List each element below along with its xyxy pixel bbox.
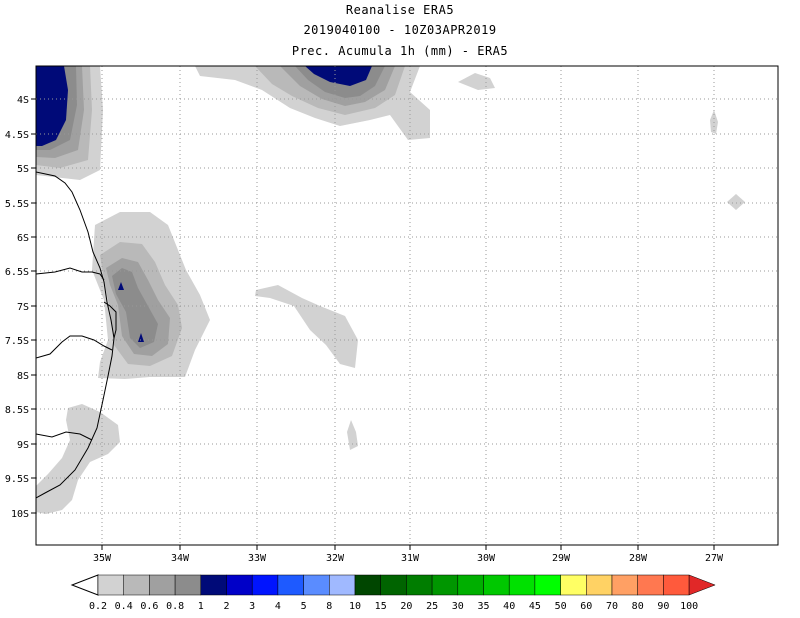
lat-label: 5S [17,164,29,175]
colorbar-label: 5 [301,601,307,612]
colorbar-segment [508,574,536,596]
precip-contour-0.2 [347,420,358,450]
lon-label: 29W [552,553,571,564]
lon-label: 34W [171,553,190,564]
colorbar-label: 70 [606,601,618,612]
lon-ticks [101,545,715,550]
colorbar-segment [483,574,510,596]
lat-ticks [31,98,36,514]
precip-contour-0.2 [255,285,358,368]
colorbar-under-arrow [70,574,99,596]
colorbar-label: 4 [275,601,281,612]
colorbar-label: 0.8 [166,601,184,612]
lon-label: 33W [248,553,267,564]
precip-contour-1 [118,282,124,290]
lat-label: 7S [17,302,29,313]
lon-label: 27W [705,553,724,564]
colorbar-segment [560,574,587,596]
colorbar-label: 40 [503,601,515,612]
colorbar-label: 30 [452,601,464,612]
colorbar-segment [277,574,304,596]
title-line-2: 2019040100 - 10Z03APR2019 [303,23,497,37]
colorbar-segment [174,574,202,596]
title-line-3: Prec. Acumula 1h (mm) - ERA5 [291,44,509,58]
lat-labels: 4S 4.5S 5S 5.5S 6S 6.5S 7S 7.5S 8S 8.5S … [5,95,29,520]
coastline [36,171,117,499]
colorbar-label: 0.6 [140,601,158,612]
colorbar-segment [97,574,124,596]
precip-contour-0.2 [36,404,120,514]
colorbar-segment [534,574,561,596]
colorbar-label: 50 [555,601,567,612]
colorbar-label: 1 [198,601,204,612]
colorbar-segment [637,574,664,596]
lat-label: 8.5S [5,405,29,416]
lat-label: 9.5S [5,474,29,485]
title-line-1: Reanalise ERA5 [345,3,455,17]
precip-contour-1 [138,333,144,342]
precip-contour-0.8 [112,268,158,348]
colorbar-segment [251,574,279,596]
colorbar-segment [406,574,433,596]
precip-contour-1 [36,66,68,146]
colorbar-segment [457,574,484,596]
colorbar-segment [303,574,330,596]
colorbar-label: 100 [680,601,698,612]
lat-label: 10S [11,509,29,520]
colorbar-label: 20 [400,601,412,612]
colorbar-segment [380,574,407,596]
colorbar: 0.2 0.4 0.6 0.8 1 2 3 4 5 8 10 15 20 25 30 35 40 45 50 60 70… [70,574,716,612]
precip-field [36,66,745,514]
lat-label: 5.5S [5,199,29,210]
colorbar-label: 15 [375,601,387,612]
lon-label: 35W [93,553,112,564]
colorbar-segment [149,574,176,596]
colorbar-label: 25 [426,601,438,612]
colorbar-label: 45 [529,601,541,612]
colorbar-label: 80 [632,601,644,612]
colorbar-segment [431,574,459,596]
lat-label: 8S [17,371,29,382]
colorbar-segment [663,574,690,596]
colorbar-label: 60 [580,601,592,612]
precip-contour-0.2 [458,73,495,90]
colorbar-label: 8 [326,601,332,612]
colorbar-segment [586,574,613,596]
lat-label: 6S [17,233,29,244]
colorbar-label: 0.2 [89,601,107,612]
colorbar-segment [611,574,638,596]
colorbar-label: 0.4 [115,601,133,612]
colorbar-label: 3 [249,601,255,612]
lat-label: 4.5S [5,130,29,141]
colorbar-segment [226,574,253,596]
colorbar-over-arrow [688,574,716,596]
colorbar-segment [329,574,356,596]
colorbar-segment [200,574,227,596]
precip-contour-0.2 [727,194,745,210]
lon-label: 28W [629,553,648,564]
lat-label: 6.5S [5,267,29,278]
lon-label: 32W [326,553,345,564]
lat-label: 7.5S [5,336,29,347]
lon-labels: 35W 34W 33W 32W 31W 30W 29W 28W 27W [93,553,724,564]
colorbar-label: 35 [477,601,489,612]
lat-label: 9S [17,440,29,451]
colorbar-label: 10 [349,601,361,612]
colorbar-segment [123,574,150,596]
lon-label: 30W [477,553,496,564]
lat-label: 4S [17,95,29,106]
precip-contour-1 [305,66,372,86]
lon-label: 31W [401,553,420,564]
colorbar-label: 2 [223,601,229,612]
colorbar-segment [354,574,381,596]
colorbar-label: 90 [657,601,669,612]
